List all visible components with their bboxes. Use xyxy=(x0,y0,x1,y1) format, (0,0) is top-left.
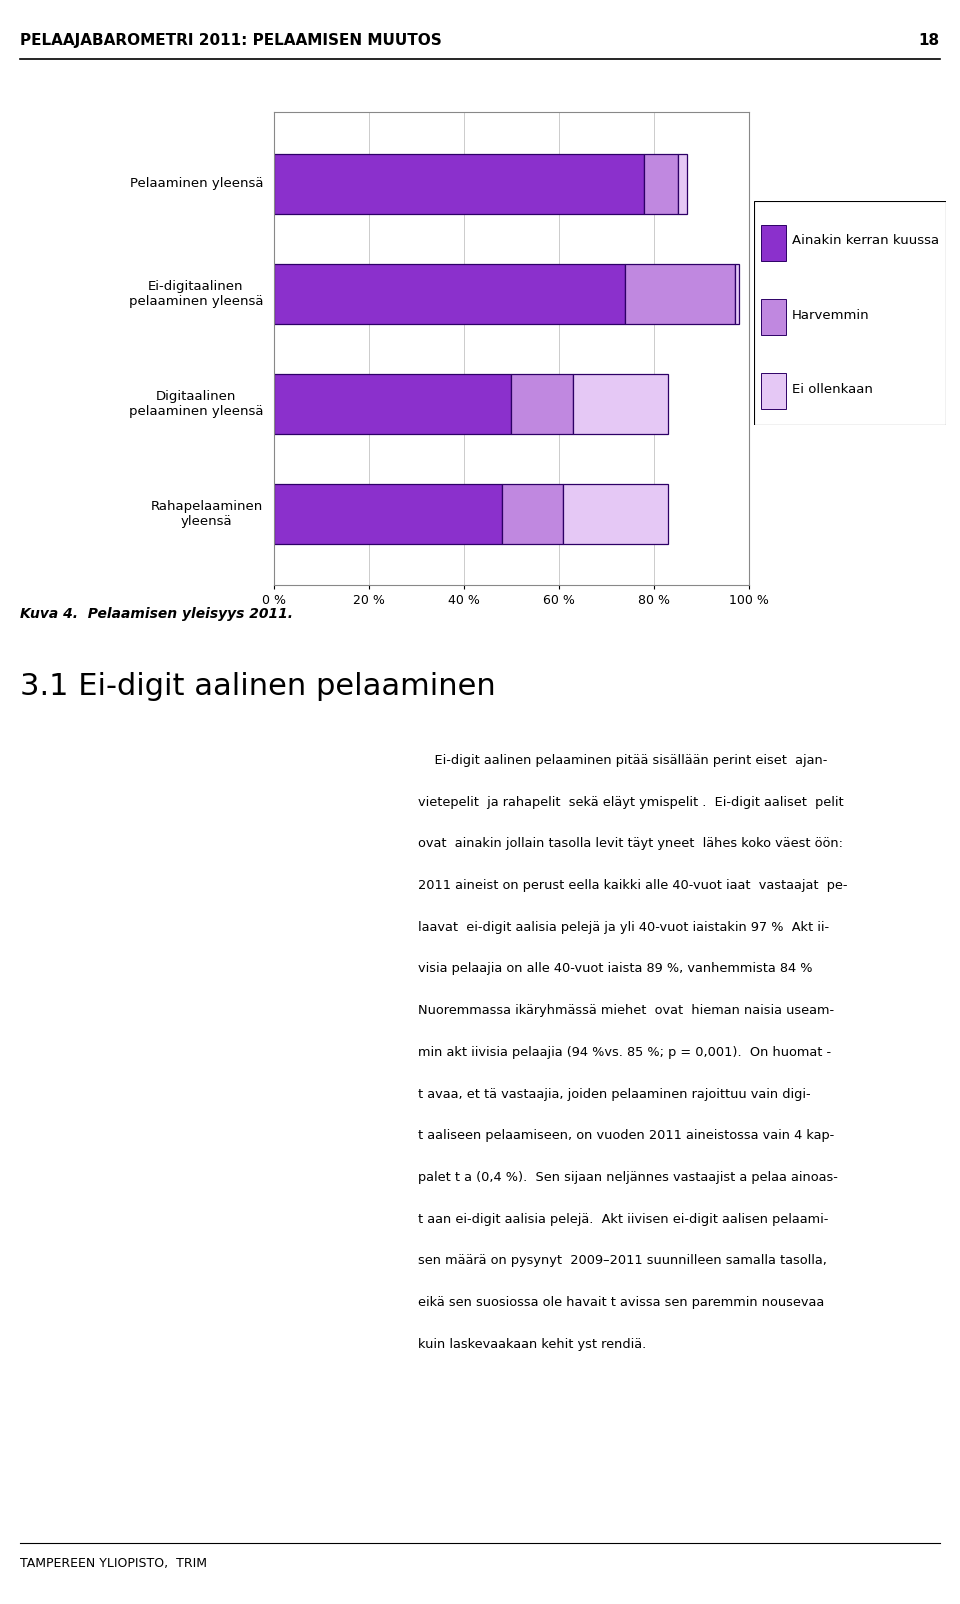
Text: 18: 18 xyxy=(919,32,940,48)
Text: Ainakin kerran kuussa: Ainakin kerran kuussa xyxy=(792,234,939,247)
Text: Harvemmin: Harvemmin xyxy=(792,308,870,321)
Bar xyxy=(678,154,687,213)
Text: t avaa, et tä vastaajia, joiden pelaaminen rajoittuu vain digi-: t avaa, et tä vastaajia, joiden pelaamin… xyxy=(418,1088,810,1100)
Text: palet t a (0,4 %).  Sen sijaan neljännes vastaajist a pelaa ainoas-: palet t a (0,4 %). Sen sijaan neljännes … xyxy=(418,1171,837,1184)
Text: Pelaaminen yleensä: Pelaaminen yleensä xyxy=(130,178,263,191)
Bar xyxy=(274,484,502,544)
Text: 2011 aineist on perust eella kaikki alle 40-vuot iaat  vastaajat  pe-: 2011 aineist on perust eella kaikki alle… xyxy=(418,879,847,892)
Bar xyxy=(644,154,678,213)
Text: Ei ollenkaan: Ei ollenkaan xyxy=(792,383,873,396)
Text: ovat  ainakin jollain tasolla levit täyt yneet  lähes koko väest öön:: ovat ainakin jollain tasolla levit täyt … xyxy=(418,837,843,850)
Text: t aan ei-digit aalisia pelejä.  Akt iivisen ei-digit aalisen pelaami-: t aan ei-digit aalisia pelejä. Akt iivis… xyxy=(418,1213,828,1225)
Bar xyxy=(512,374,573,435)
Bar xyxy=(761,374,786,409)
Text: vietepelit  ja rahapelit  sekä eläyt ymispelit .  Ei-digit aaliset  pelit: vietepelit ja rahapelit sekä eläyt ymisp… xyxy=(418,796,843,808)
Bar xyxy=(761,300,786,335)
Bar xyxy=(564,484,668,544)
Text: Rahapelaaminen
yleensä: Rahapelaaminen yleensä xyxy=(151,500,263,528)
Text: laavat  ei-digit aalisia pelejä ja yli 40-vuot iaistakin 97 %  Akt ii-: laavat ei-digit aalisia pelejä ja yli 40… xyxy=(418,921,828,934)
Text: 3.1 Ei-digit aalinen pelaaminen: 3.1 Ei-digit aalinen pelaaminen xyxy=(20,672,496,701)
Bar xyxy=(734,263,739,324)
FancyBboxPatch shape xyxy=(754,200,946,425)
Bar xyxy=(761,225,786,261)
Bar xyxy=(573,374,668,435)
Bar xyxy=(502,484,564,544)
Text: PELAAJABAROMETRI 2011: PELAAMISEN MUUTOS: PELAAJABAROMETRI 2011: PELAAMISEN MUUTOS xyxy=(20,32,442,48)
Text: min akt iivisia pelaajia (94 %vs. 85 %; p = 0,001).  On huomat -: min akt iivisia pelaajia (94 %vs. 85 %; … xyxy=(418,1046,830,1059)
Text: t aaliseen pelaamiseen, on vuoden 2011 aineistossa vain 4 kap-: t aaliseen pelaamiseen, on vuoden 2011 a… xyxy=(418,1129,834,1142)
Text: eikä sen suosiossa ole havait t avissa sen paremmin nousevaa: eikä sen suosiossa ole havait t avissa s… xyxy=(418,1296,824,1309)
Text: Ei-digitaalinen
pelaaminen yleensä: Ei-digitaalinen pelaaminen yleensä xyxy=(129,279,263,308)
Text: visia pelaajia on alle 40-vuot iaista 89 %, vanhemmista 84 %: visia pelaajia on alle 40-vuot iaista 89… xyxy=(418,962,812,975)
Bar xyxy=(274,154,644,213)
Text: kuin laskevaakaan kehit yst rendiä.: kuin laskevaakaan kehit yst rendiä. xyxy=(418,1338,646,1351)
Bar xyxy=(274,263,625,324)
Bar xyxy=(625,263,734,324)
Text: Ei-digit aalinen pelaaminen pitää sisällään perint eiset  ajan-: Ei-digit aalinen pelaaminen pitää sisäll… xyxy=(418,754,827,767)
Text: sen määrä on pysynyt  2009–2011 suunnilleen samalla tasolla,: sen määrä on pysynyt 2009–2011 suunnille… xyxy=(418,1254,827,1267)
Text: Nuoremmassa ikäryhmässä miehet  ovat  hieman naisia useam-: Nuoremmassa ikäryhmässä miehet ovat hiem… xyxy=(418,1004,833,1017)
Text: Digitaalinen
pelaaminen yleensä: Digitaalinen pelaaminen yleensä xyxy=(129,390,263,419)
Bar xyxy=(274,374,512,435)
Text: Kuva 4.  Pelaamisen yleisyys 2011.: Kuva 4. Pelaamisen yleisyys 2011. xyxy=(20,608,293,621)
Text: TAMPEREEN YLIOPISTO,  TRIM: TAMPEREEN YLIOPISTO, TRIM xyxy=(20,1557,207,1570)
